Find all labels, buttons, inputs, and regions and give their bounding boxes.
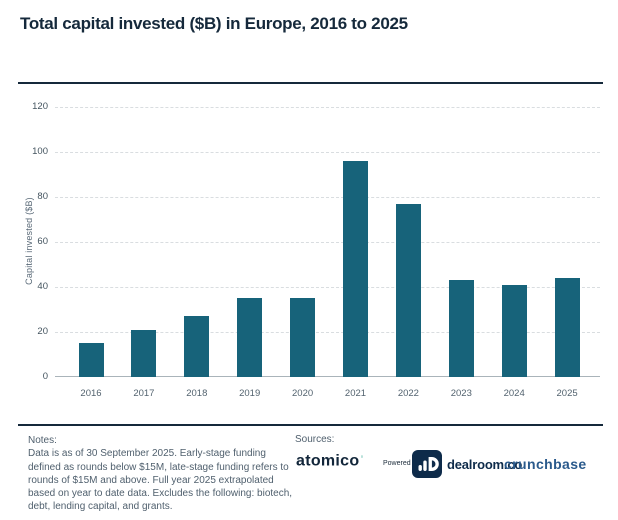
- y-tick-120: 120: [32, 101, 48, 112]
- gridline-120: [55, 107, 600, 108]
- x-label-2017: 2017: [133, 388, 155, 399]
- crunchbase-logo: crunchbase: [504, 456, 587, 472]
- x-label-2019: 2019: [239, 388, 261, 399]
- y-tick-60: 60: [37, 236, 48, 247]
- x-label-2023: 2023: [450, 388, 472, 399]
- dealroom-logo: dealroom.co: [447, 457, 523, 472]
- chart-title: Total capital invested ($B) in Europe, 2…: [20, 14, 408, 33]
- dealroom-icon: [412, 450, 442, 483]
- bar-2024: [501, 284, 527, 377]
- gridline-100: [55, 152, 600, 153]
- gridline-80: [55, 197, 600, 198]
- x-label-2020: 2020: [292, 388, 314, 399]
- header-divider: [18, 82, 603, 84]
- y-tick-100: 100: [32, 146, 48, 157]
- x-label-2025: 2025: [556, 388, 578, 399]
- bar-2020: [290, 298, 316, 377]
- bar-2016: [78, 343, 104, 377]
- y-tick-0: 0: [42, 371, 48, 382]
- x-label-2022: 2022: [397, 388, 419, 399]
- gridline-60: [55, 242, 600, 243]
- bar-2025: [554, 278, 580, 377]
- atomico-mark-icon: ◦: [360, 452, 364, 461]
- notes-label: Notes:: [28, 435, 57, 446]
- atomico-logo: atomico◦: [296, 452, 364, 470]
- bar-2023: [448, 280, 474, 377]
- notes-block: Notes: Data is as of 30 September 2025. …: [28, 434, 298, 514]
- capital-invested-chart: Total capital invested ($B) in Europe, 2…: [18, 14, 603, 399]
- gridline-20: [55, 332, 600, 333]
- bar-2022: [395, 203, 421, 377]
- bar-2019: [237, 298, 263, 377]
- sources-label: Sources:: [295, 434, 335, 445]
- notes-text: Data is as of 30 September 2025. Early-s…: [28, 448, 293, 513]
- x-label-2016: 2016: [80, 388, 102, 399]
- bar-2018: [184, 316, 210, 377]
- y-tick-20: 20: [37, 326, 48, 337]
- bar-2017: [131, 329, 157, 377]
- x-axis-line: [55, 376, 600, 377]
- plot-area: 2016 2017 2018 2019 2020 2021 2022 2023 2024 2025: [55, 107, 600, 399]
- gridline-40: [55, 287, 600, 288]
- powered-by-label: Powered by: [383, 460, 420, 467]
- x-label-2024: 2024: [503, 388, 525, 399]
- y-tick-80: 80: [37, 191, 48, 202]
- footer-divider: [18, 424, 603, 426]
- bar-2021: [343, 161, 368, 377]
- x-label-2021: 2021: [344, 388, 367, 399]
- x-label-2018: 2018: [186, 388, 208, 399]
- y-tick-40: 40: [37, 281, 48, 292]
